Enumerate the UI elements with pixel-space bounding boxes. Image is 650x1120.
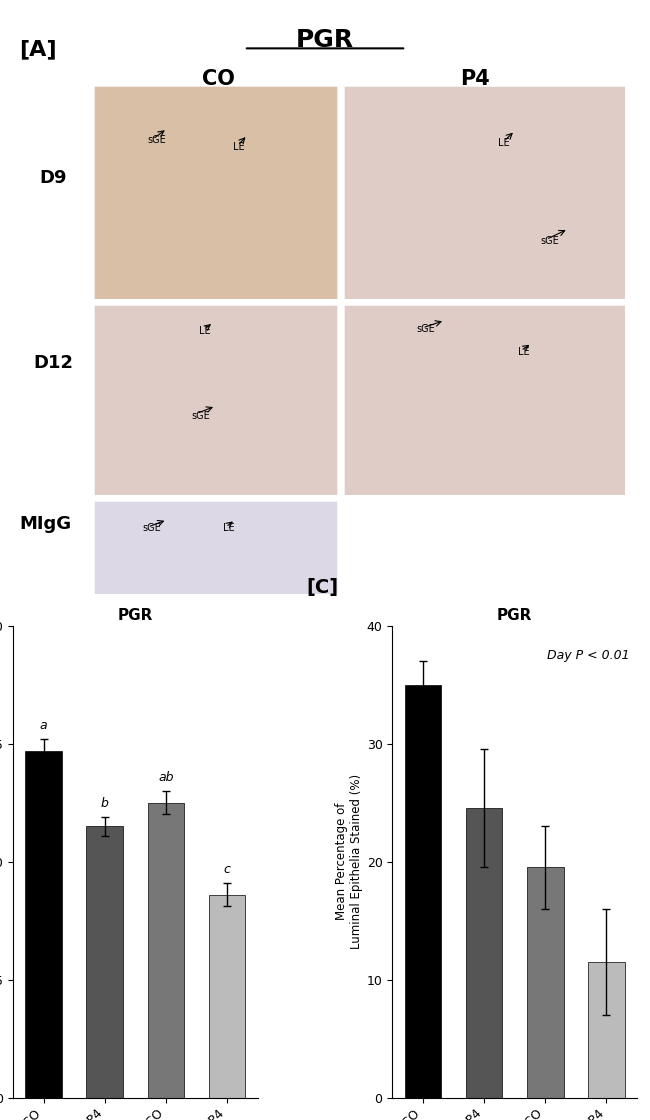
- Text: ab: ab: [158, 771, 174, 784]
- Bar: [148, 803, 185, 1098]
- Text: CO: CO: [203, 68, 235, 88]
- Text: [C]: [C]: [307, 578, 339, 597]
- Bar: [86, 827, 123, 1098]
- Title: PGR: PGR: [118, 608, 153, 623]
- Text: b: b: [101, 796, 109, 810]
- Bar: [588, 962, 625, 1098]
- Bar: [209, 895, 246, 1098]
- Text: PGR: PGR: [296, 28, 354, 53]
- Bar: [25, 750, 62, 1098]
- Bar: [465, 809, 502, 1098]
- Y-axis label: Mean Percentage of
Luminal Epithelia Stained (%): Mean Percentage of Luminal Epithelia Sta…: [335, 774, 363, 949]
- Bar: [404, 684, 441, 1098]
- Text: c: c: [224, 862, 231, 876]
- Title: PGR: PGR: [497, 608, 532, 623]
- Text: MIgG: MIgG: [20, 515, 72, 533]
- Text: P4: P4: [460, 68, 489, 88]
- Text: [A]: [A]: [20, 39, 57, 59]
- Text: D12: D12: [34, 354, 73, 372]
- Text: D9: D9: [40, 169, 68, 187]
- Text: a: a: [40, 719, 47, 731]
- Bar: [527, 868, 564, 1098]
- Text: Day P < 0.01: Day P < 0.01: [547, 650, 630, 662]
